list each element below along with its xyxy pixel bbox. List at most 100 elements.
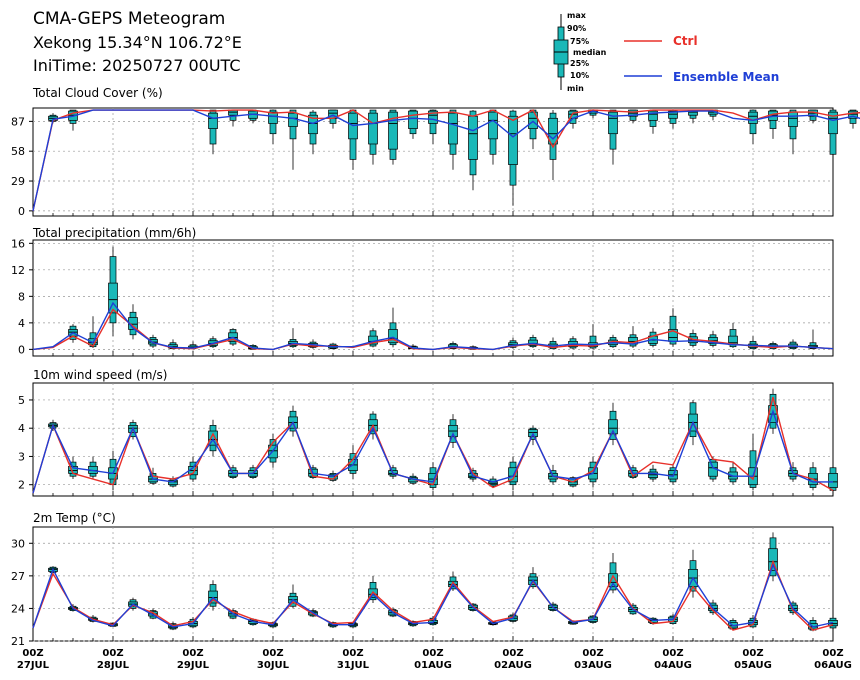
legend-p75-label: 75% [570, 37, 589, 46]
x-tick-date: 30JUL [257, 660, 290, 671]
box-plot [328, 109, 338, 129]
box-plot [788, 109, 798, 155]
legend-median-label: median [573, 48, 607, 57]
box-iqr [548, 117, 558, 145]
y-tick-label: 0 [18, 205, 25, 218]
x-tick-hour: 00Z [182, 648, 203, 659]
init-time-label: IniTime: 20250727 00UTC [33, 56, 241, 75]
box-plot [348, 109, 358, 170]
box-iqr [608, 419, 618, 435]
box-plot [388, 109, 398, 165]
box-plot [188, 456, 198, 482]
box-iqr [768, 548, 778, 571]
x-tick-date: 05AUG [734, 660, 772, 671]
x-tick-date: 01AUG [414, 660, 452, 671]
box-iqr [488, 111, 498, 140]
box-plot [728, 618, 738, 631]
legend-min-label: min [567, 84, 584, 93]
y-tick-label: 2 [18, 479, 25, 492]
box-plot [388, 307, 398, 348]
x-tick-hour: 00Z [662, 648, 683, 659]
box-iqr [368, 112, 378, 145]
box-plot [128, 304, 138, 340]
panel-4: 2m Temp (°C) 21 24 27 30 [11, 511, 838, 648]
box-iqr [648, 110, 658, 121]
y-tick-label: 16 [11, 237, 25, 250]
box-plot [708, 330, 718, 348]
box-iqr [828, 111, 838, 135]
y-tick-label: 58 [11, 145, 25, 158]
box-iqr [528, 111, 538, 129]
legend-mean-label: Ensemble Mean [673, 70, 779, 84]
legend-p10-label: 10% [570, 71, 589, 80]
box-plot [808, 329, 818, 350]
box-plot [308, 110, 318, 155]
y-tick-label: 0 [18, 343, 25, 356]
legend-ctrl-label: Ctrl [673, 34, 698, 48]
box-iqr [428, 110, 438, 124]
box-iqr [828, 473, 838, 488]
y-tick-label: 8 [18, 290, 25, 303]
ctrl-line [32, 559, 834, 631]
x-tick-hour: 00Z [582, 648, 603, 659]
y-tick-label: 30 [11, 537, 25, 550]
ctrl-line [32, 396, 834, 494]
box-plot [148, 334, 158, 349]
x-tick-date: 28JUL [97, 660, 130, 671]
y-tick-label: 87 [11, 115, 25, 128]
box-plot [368, 328, 378, 348]
y-tick-label: 29 [11, 175, 25, 188]
box-plot [808, 462, 818, 491]
box-plot [748, 109, 758, 144]
box-plot [528, 334, 538, 349]
box-iqr [448, 112, 458, 145]
box-plot [468, 110, 478, 191]
x-tick-hour: 00Z [422, 648, 443, 659]
panel-3: 10m wind speed (m/s) 2 3 4 5 [18, 368, 838, 497]
box-iqr [388, 111, 398, 150]
box-plot [88, 456, 98, 480]
box-iqr [208, 112, 218, 129]
x-tick-hour: 00Z [742, 648, 763, 659]
x-tick-date: 04AUG [654, 660, 692, 671]
x-tick-date: 02AUG [494, 660, 532, 671]
box-plot [548, 110, 558, 180]
box-iqr [788, 111, 798, 127]
panel-2: Total precipitation (mm/6h) 0 4 8 12 16 [11, 226, 834, 357]
box-plot [508, 110, 518, 206]
box-plot [448, 109, 458, 170]
box-iqr [848, 110, 858, 119]
x-axis: 00Z27JUL00Z28JUL00Z29JUL00Z30JUL00Z31JUL… [17, 648, 852, 671]
location-label: Xekong 15.34°N 106.72°E [33, 33, 242, 52]
box-iqr [308, 114, 318, 135]
box-plot [448, 414, 458, 448]
y-tick-label: 27 [11, 570, 25, 583]
x-tick-date: 06AUG [814, 660, 852, 671]
ensemble-mean-line [32, 408, 833, 494]
box-plot [788, 339, 798, 350]
panel-title: 10m wind speed (m/s) [33, 368, 167, 382]
box-plot [208, 580, 218, 611]
box-plot [228, 109, 238, 127]
x-tick-hour: 00Z [342, 648, 363, 659]
box-iqr [668, 110, 678, 119]
legend-max-label: max [567, 11, 587, 20]
legend-p90-label: 90% [567, 24, 586, 33]
panel-title: 2m Temp (°C) [33, 511, 116, 525]
legend: max 90% 75% median 25% 10% min Ctrl Ense… [553, 11, 779, 93]
y-tick-label: 24 [11, 602, 25, 615]
box-plot [488, 109, 498, 165]
box-iqr [608, 111, 618, 135]
x-tick-hour: 00Z [102, 648, 123, 659]
box-plot [108, 246, 118, 337]
x-tick-hour: 00Z [22, 648, 43, 659]
panel-title: Total precipitation (mm/6h) [32, 226, 196, 240]
box-plot [608, 109, 618, 165]
y-tick-label: 12 [11, 264, 25, 277]
box-plot [608, 402, 618, 446]
box-iqr [388, 329, 398, 344]
box-iqr [208, 430, 218, 446]
x-tick-date: 29JUL [177, 660, 210, 671]
legend-boxplot-icon [553, 14, 569, 90]
ensemble-mean-line [32, 109, 860, 212]
